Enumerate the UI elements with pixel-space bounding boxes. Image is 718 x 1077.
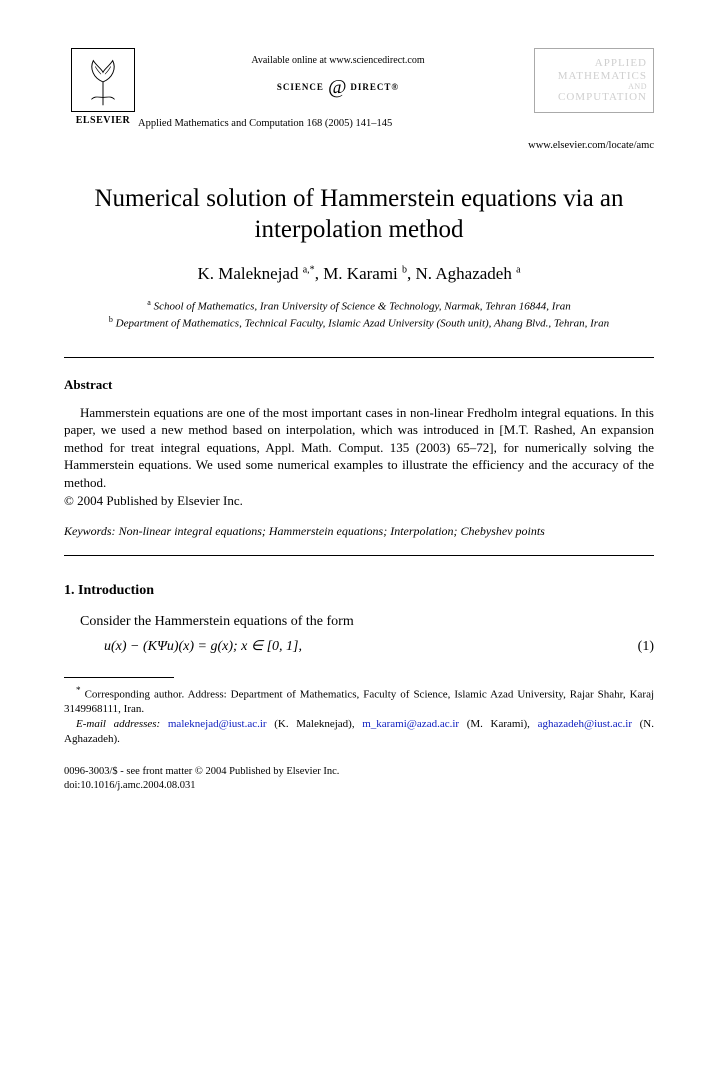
abstract-copyright: © 2004 Published by Elsevier Inc. xyxy=(64,493,243,508)
sciencedirect-logo: SCIENCE @ DIRECT® xyxy=(142,74,534,101)
header-row: ELSEVIER Available online at www.science… xyxy=(64,48,654,131)
equation-1: u(x) − (KΨu)(x) = g(x); x ∈ [0, 1], (1) xyxy=(64,638,654,657)
footnote-corr: * Corresponding author. Address: Departm… xyxy=(64,684,654,717)
keywords-text: Non-linear integral equations; Hammerste… xyxy=(119,524,545,538)
keywords-line: Keywords: Non-linear integral equations;… xyxy=(64,523,654,539)
journal-box-wrap: APPLIED MATHEMATICS AND COMPUTATION xyxy=(534,48,654,113)
keywords-label: Keywords: xyxy=(64,524,116,538)
abstract-text: Hammerstein equations are one of the mos… xyxy=(64,404,654,492)
abstract-heading: Abstract xyxy=(64,376,654,394)
jbox-line2: MATHEMATICS xyxy=(541,70,647,83)
citation-line: Applied Mathematics and Computation 168 … xyxy=(138,117,534,131)
author-3: N. Aghazadeh xyxy=(416,264,512,283)
rule-after-abstract xyxy=(64,555,654,556)
author-3-sup: a xyxy=(516,265,520,276)
rule-top xyxy=(64,357,654,358)
equation-1-body: u(x) − (KΨu)(x) = g(x); x ∈ [0, 1], xyxy=(104,638,302,657)
author-1-sup: a,* xyxy=(303,265,315,276)
affil-b: Department of Mathematics, Technical Fac… xyxy=(116,317,609,329)
footnote-rule xyxy=(64,677,174,678)
section-1-heading: 1. Introduction xyxy=(64,582,654,601)
author-2-sup: b xyxy=(402,265,407,276)
journal-url[interactable]: www.elsevier.com/locate/amc xyxy=(64,139,654,153)
elsevier-tree-icon xyxy=(71,48,135,112)
publisher-block: ELSEVIER xyxy=(64,48,142,128)
footnote-emails: E-mail addresses: maleknejad@iust.ac.ir … xyxy=(64,717,654,747)
footer-line-2: doi:10.1016/j.amc.2004.08.031 xyxy=(64,779,654,793)
sd-text-2: DIRECT® xyxy=(350,81,399,93)
available-online-text: Available online at www.sciencedirect.co… xyxy=(142,54,534,68)
footer: 0096-3003/$ - see front matter © 2004 Pu… xyxy=(64,765,654,793)
sd-at-icon: @ xyxy=(328,74,346,101)
footer-line-1: 0096-3003/$ - see front matter © 2004 Pu… xyxy=(64,765,654,779)
affil-a: School of Mathematics, Iran University o… xyxy=(154,301,571,313)
jbox-and: AND xyxy=(541,82,647,91)
center-header: Available online at www.sciencedirect.co… xyxy=(142,48,534,131)
author-1: K. Maleknejad xyxy=(197,264,298,283)
email-link-1[interactable]: maleknejad@iust.ac.ir xyxy=(168,718,267,730)
author-2: M. Karami xyxy=(323,264,398,283)
email-who-1: (K. Maleknejad), xyxy=(267,718,363,730)
section-1-lead: Consider the Hammerstein equations of th… xyxy=(64,613,654,632)
email-who-2: (M. Karami), xyxy=(459,718,538,730)
sd-text-1: SCIENCE xyxy=(277,81,324,93)
affiliations: a School of Mathematics, Iran University… xyxy=(64,298,654,331)
abstract-body: Hammerstein equations are one of the mos… xyxy=(64,404,654,509)
jbox-line1: APPLIED xyxy=(541,57,647,70)
jbox-line3: COMPUTATION xyxy=(541,91,647,104)
email-link-2[interactable]: m_karami@azad.ac.ir xyxy=(362,718,459,730)
email-label: E-mail addresses: xyxy=(76,718,160,730)
publisher-label: ELSEVIER xyxy=(76,114,131,128)
journal-cover-box: APPLIED MATHEMATICS AND COMPUTATION xyxy=(534,48,654,113)
footnotes: * Corresponding author. Address: Departm… xyxy=(64,684,654,747)
equation-1-number: (1) xyxy=(638,638,654,657)
authors-line: K. Maleknejad a,*, M. Karami b, N. Aghaz… xyxy=(64,263,654,286)
paper-title: Numerical solution of Hammerstein equati… xyxy=(64,183,654,246)
email-link-3[interactable]: aghazadeh@iust.ac.ir xyxy=(538,718,632,730)
footnote-corr-text: Corresponding author. Address: Departmen… xyxy=(64,689,654,716)
